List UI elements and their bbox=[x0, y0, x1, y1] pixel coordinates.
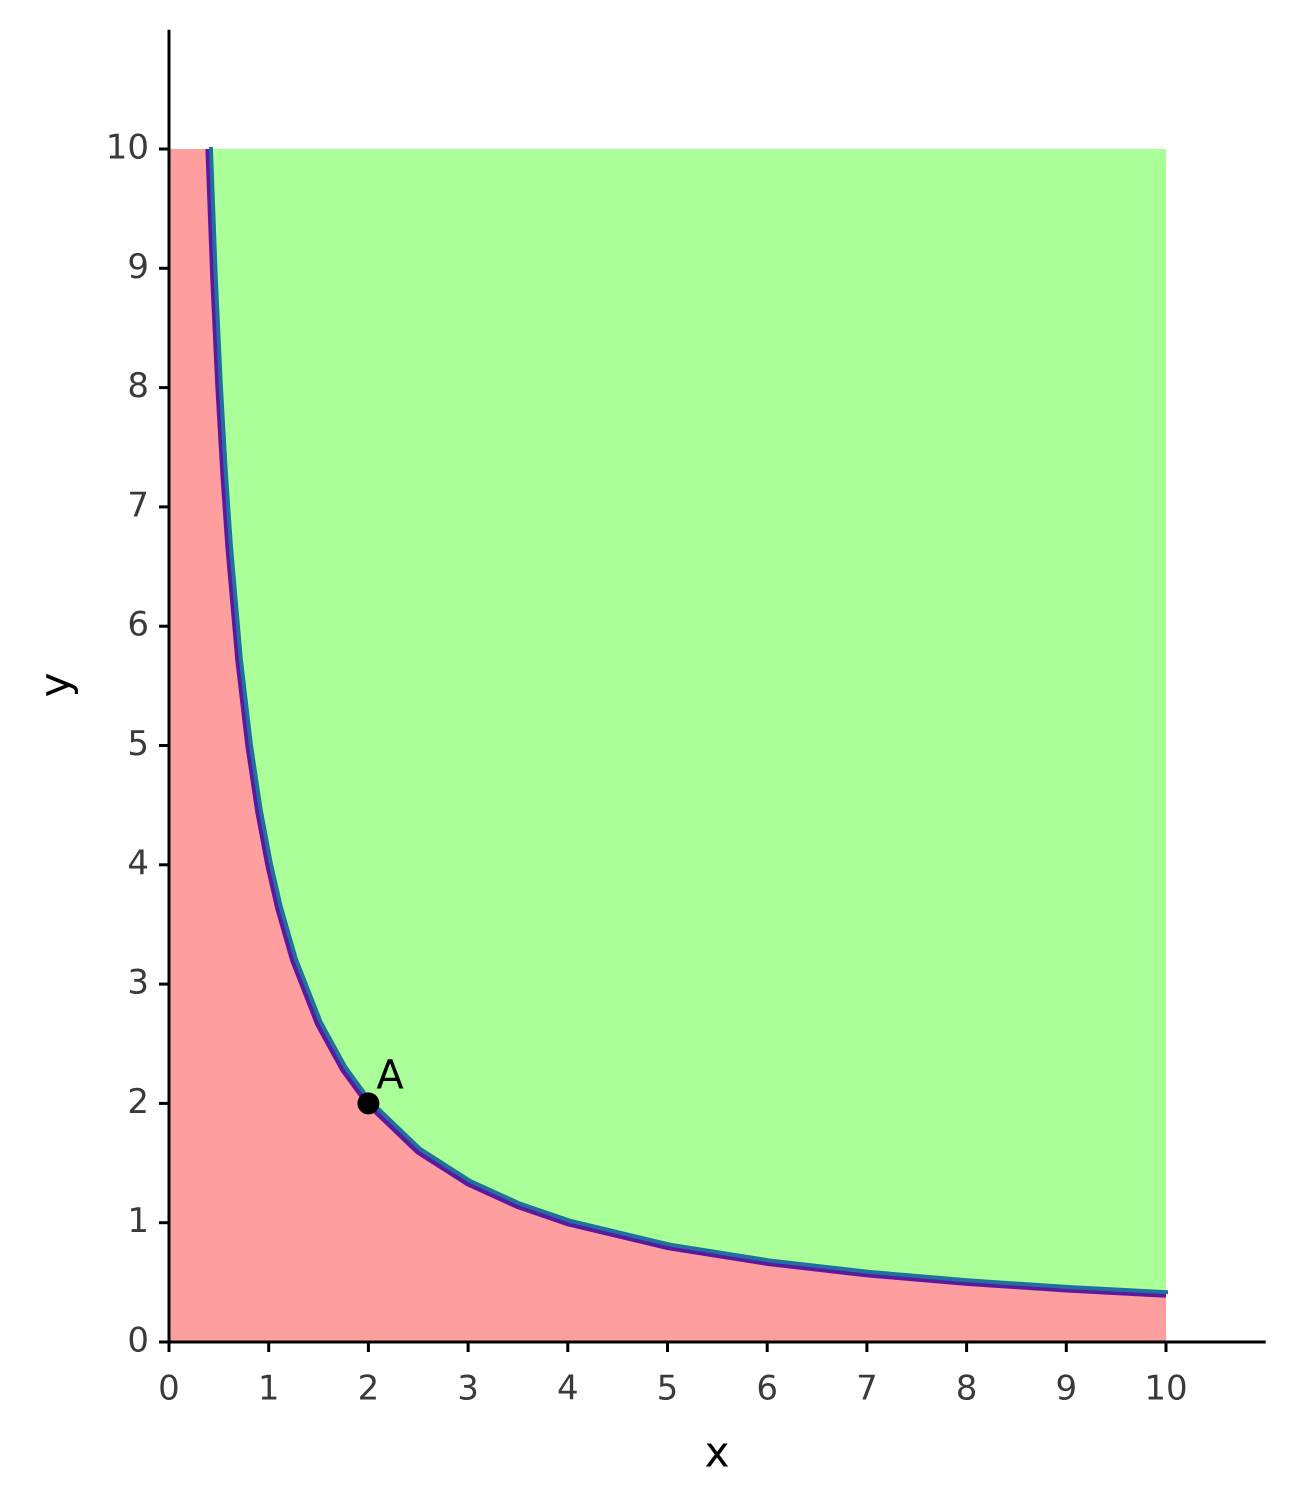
y-tick-label: 3 bbox=[127, 963, 149, 1003]
x-tick-label: 1 bbox=[258, 1369, 280, 1409]
x-tick-label: 7 bbox=[856, 1369, 878, 1409]
x-axis-label: x bbox=[705, 1428, 730, 1477]
y-tick-label: 7 bbox=[127, 485, 149, 525]
y-tick-label: 8 bbox=[127, 366, 149, 406]
area-below bbox=[169, 149, 1166, 1342]
y-tick-label: 1 bbox=[127, 1201, 149, 1241]
curve bbox=[205, 148, 1167, 1298]
x-tick-label: 9 bbox=[1055, 1369, 1077, 1409]
y-tick-label: 5 bbox=[127, 724, 149, 764]
y-axis-label: y bbox=[31, 673, 80, 698]
y-tick-label: 6 bbox=[127, 605, 149, 645]
y-tick-label: 2 bbox=[127, 1082, 149, 1122]
y-tick-label: 4 bbox=[127, 843, 149, 883]
y-tick-label: 9 bbox=[127, 247, 149, 287]
y-tick-label: 10 bbox=[106, 128, 149, 168]
x-tick-label: 3 bbox=[457, 1369, 479, 1409]
x-tick-label: 0 bbox=[158, 1369, 180, 1409]
x-tick-label: 5 bbox=[657, 1369, 679, 1409]
x-tick-label: 2 bbox=[358, 1369, 380, 1409]
x-tick-label: 6 bbox=[756, 1369, 778, 1409]
x-tick-label: 10 bbox=[1144, 1369, 1187, 1409]
x-tick-label: 4 bbox=[557, 1369, 579, 1409]
y-tick-label: 0 bbox=[127, 1321, 149, 1361]
point bbox=[357, 1092, 380, 1115]
point-label: A bbox=[376, 1052, 404, 1098]
curve-edge bbox=[208, 146, 1169, 1295]
area-above bbox=[208, 149, 1166, 1295]
x-tick-label: 8 bbox=[956, 1369, 978, 1409]
